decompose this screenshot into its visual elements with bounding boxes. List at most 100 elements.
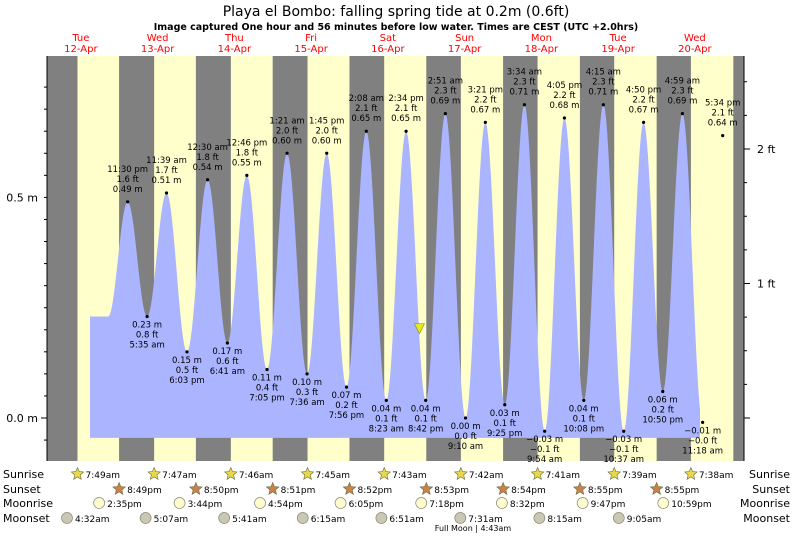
sunrise-icon: [377, 466, 392, 480]
sunrise-icon: [70, 466, 85, 480]
high-tide-label: 0.69 m: [430, 97, 460, 107]
sunset-time: 8:55pm: [665, 486, 700, 496]
high-tide-label: 0.67 m: [629, 105, 659, 115]
day-of-week-label: Wed: [684, 33, 706, 44]
high-tide-label: 0.49 m: [113, 185, 143, 195]
right-tick-label: 2 ft: [757, 143, 776, 156]
day-of-week-label: Wed: [147, 33, 169, 44]
sunrise-time: 7:46am: [239, 471, 274, 481]
tide-point: [265, 367, 269, 372]
sunset-time: 8:55pm: [588, 486, 623, 496]
day-of-week-label: Sat: [380, 33, 396, 44]
high-tide-label: 2:08 am: [349, 94, 384, 104]
low-tide-label: 11:18 am: [682, 446, 723, 456]
moonset-time: 5:41am: [232, 515, 266, 525]
high-tide-label: 2.1 ft: [711, 109, 734, 119]
moonset-time: 6:51am: [389, 515, 424, 525]
left-tick-label: 0.0 m: [6, 412, 38, 425]
sunrise-time: 7:39am: [622, 471, 657, 481]
moonrise-time: 7:18pm: [429, 500, 464, 510]
tide-point: [384, 398, 388, 402]
high-tide-label: 2.3 ft: [671, 87, 694, 97]
high-tide-label: 2.0 ft: [316, 126, 339, 136]
date-label: 12-Apr: [64, 44, 98, 55]
moonrise-time: 4:54pm: [268, 500, 303, 510]
high-tide-label: 0.71 m: [588, 88, 618, 98]
tide-point: [622, 429, 626, 433]
high-tide-label: 2.2 ft: [474, 95, 497, 105]
moonrise-time: 3:44pm: [188, 500, 223, 510]
tide-point: [680, 111, 685, 116]
moonrise-time: 2:35pm: [107, 500, 142, 510]
tide-point: [205, 178, 210, 182]
high-tide-label: 0.60 m: [312, 136, 342, 146]
date-label: 16-Apr: [371, 44, 405, 55]
low-tide-label: 0.5 ft: [176, 366, 199, 376]
moonset-time: 6:15am: [311, 515, 346, 525]
tide-point: [145, 314, 149, 319]
high-tide-label: 12:30 am: [187, 143, 228, 153]
sunrise-icon: [300, 466, 315, 480]
low-tide-label: −0.1 ft: [530, 445, 560, 455]
low-tide-label: 0.00 m: [451, 422, 481, 432]
moonset-icon: [218, 512, 231, 524]
tide-area: [90, 105, 700, 438]
tide-point: [285, 151, 289, 155]
high-tide-label: 0.68 m: [549, 101, 579, 111]
day-of-week-label: Sun: [455, 33, 474, 44]
high-tide-label: 0.64 m: [708, 119, 738, 129]
high-tide-label: 1.6 ft: [116, 175, 139, 185]
low-tide-label: 0.4 ft: [256, 383, 279, 393]
high-tide-label: 4:05 pm: [547, 81, 582, 91]
tide-point: [641, 120, 646, 124]
low-tide-label: 0.07 m: [332, 391, 362, 401]
tide-point: [582, 398, 586, 402]
tide-point: [443, 111, 447, 116]
high-tide-label: 0.54 m: [193, 163, 223, 173]
high-tide-label: 1.8 ft: [196, 153, 219, 163]
moonrise-row-label-right: Moonrise: [740, 497, 790, 510]
sunset-icon: [188, 481, 203, 495]
low-tide-label: 0.23 m: [132, 321, 162, 331]
tide-point: [364, 129, 368, 133]
tide-point: [225, 341, 229, 345]
low-tide-label: 8:42 pm: [408, 424, 443, 434]
low-tide-label: 10:37 am: [603, 455, 644, 465]
sunset-row-label-right: Sunset: [752, 483, 790, 496]
low-tide-label: 8:23 am: [369, 424, 404, 434]
high-tide-label: 2.3 ft: [434, 87, 457, 97]
high-tide-label: 1.7 ft: [155, 166, 178, 176]
low-tide-label: 5:35 am: [129, 341, 164, 351]
moonrise-row-label: Moonrise: [3, 497, 53, 510]
moonset-time: 7:31am: [468, 515, 503, 525]
moonset-time: 8:15am: [547, 515, 582, 525]
low-tide-label: 0.04 m: [411, 404, 441, 414]
low-tide-label: 0.3 ft: [296, 388, 319, 398]
moonrise-icon: [576, 497, 589, 509]
sunset-time: 8:51pm: [281, 486, 316, 496]
sunset-row-label: Sunset: [3, 483, 41, 496]
tide-point: [305, 372, 309, 376]
high-tide-label: 0.60 m: [272, 136, 302, 146]
low-tide-label: 6:41 am: [210, 367, 245, 377]
sunrise-time: 7:49am: [85, 471, 120, 481]
sunset-icon: [496, 481, 511, 495]
tide-labels: 11:30 pm1.6 ft0.49 m 0.23 m0.8 ft5:35 am 1…: [107, 68, 740, 465]
sun-moon-rows: Sunrise Sunrise 7:49am 7:47am 7:46am 7:45am 7:…: [3, 466, 791, 525]
chart-title: Playa el Bombo: falling spring tide at 0…: [223, 4, 570, 20]
moonrise-time: 6:05pm: [349, 500, 384, 510]
low-tide-label: 7:56 pm: [329, 411, 364, 421]
sunset-time: 8:53pm: [434, 486, 469, 496]
high-tide-label: 2.3 ft: [592, 78, 615, 88]
left-tick-label: 0.5 m: [6, 191, 38, 204]
sunset-time: 8:54pm: [511, 486, 546, 496]
high-tide-label: 0.51 m: [152, 176, 182, 186]
moonset-icon: [533, 512, 546, 524]
tide-point: [325, 151, 329, 155]
low-tide-label: 0.1 ft: [375, 414, 398, 424]
low-tide-label: −0.1 ft: [609, 445, 639, 455]
sunset-icon: [112, 481, 127, 495]
high-tide-label: 2:34 pm: [388, 94, 423, 104]
moonset-icon: [454, 512, 467, 524]
low-tide-label: 0.11 m: [252, 373, 282, 383]
